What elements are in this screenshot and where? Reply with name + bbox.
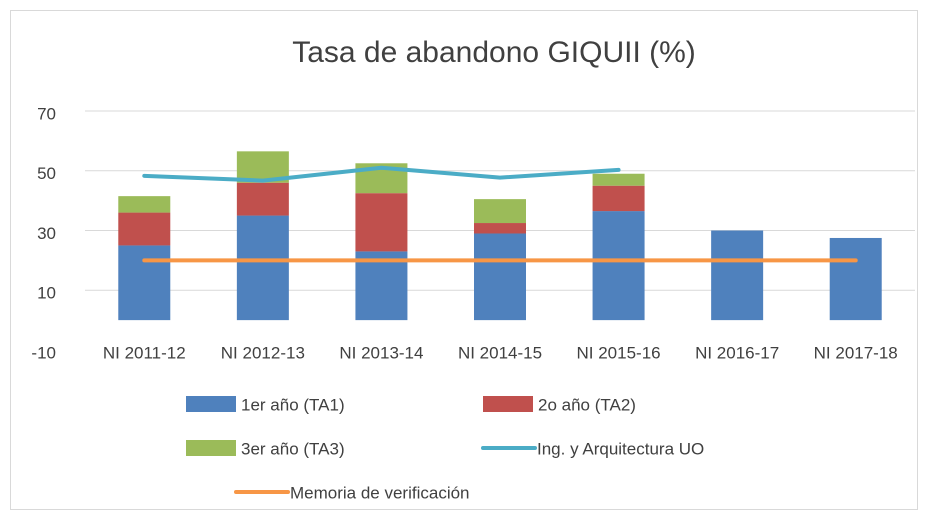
x-tick-label: NI 2013-14 [339,343,423,362]
bar [711,230,764,321]
bar [592,185,645,212]
legend-label: 2o año (TA2) [538,395,636,414]
legend-label: Memoria de verificación [290,483,470,502]
bar [474,199,526,224]
x-tick-label: NI 2014-15 [458,343,542,362]
x-tick-label: NI 2012-13 [221,343,305,362]
bar [118,245,171,321]
legend-label: 3er año (TA3) [241,439,345,458]
y-tick-label: 50 [37,164,56,183]
legend-swatch [186,396,236,412]
bar [592,173,645,186]
bar [355,193,408,252]
bar [118,212,171,246]
bar [118,196,171,213]
x-tick-label: NI 2016-17 [695,343,779,362]
legend-swatch [483,396,533,412]
bar [829,237,882,321]
bar [474,233,526,321]
legend-swatch [186,440,236,456]
legend-label: 1er año (TA1) [241,395,345,414]
y-tick-label: 70 [37,104,56,123]
bar [236,215,289,321]
bar [592,211,645,321]
y-tick-label: -10 [31,343,56,362]
chart-title: Tasa de abandono GIQUII (%) [292,36,696,69]
x-tick-label: NI 2011-12 [103,343,186,362]
legend-label: Ing. y Arquitectura UO [537,439,704,458]
y-tick-label: 10 [37,284,56,303]
bar [236,182,289,216]
x-tick-label: NI 2017-18 [814,343,898,362]
y-tick-label: 30 [37,224,56,243]
line-series [142,165,621,183]
x-tick-label: NI 2015-16 [577,343,661,362]
bar [355,251,408,321]
bar [474,223,526,234]
